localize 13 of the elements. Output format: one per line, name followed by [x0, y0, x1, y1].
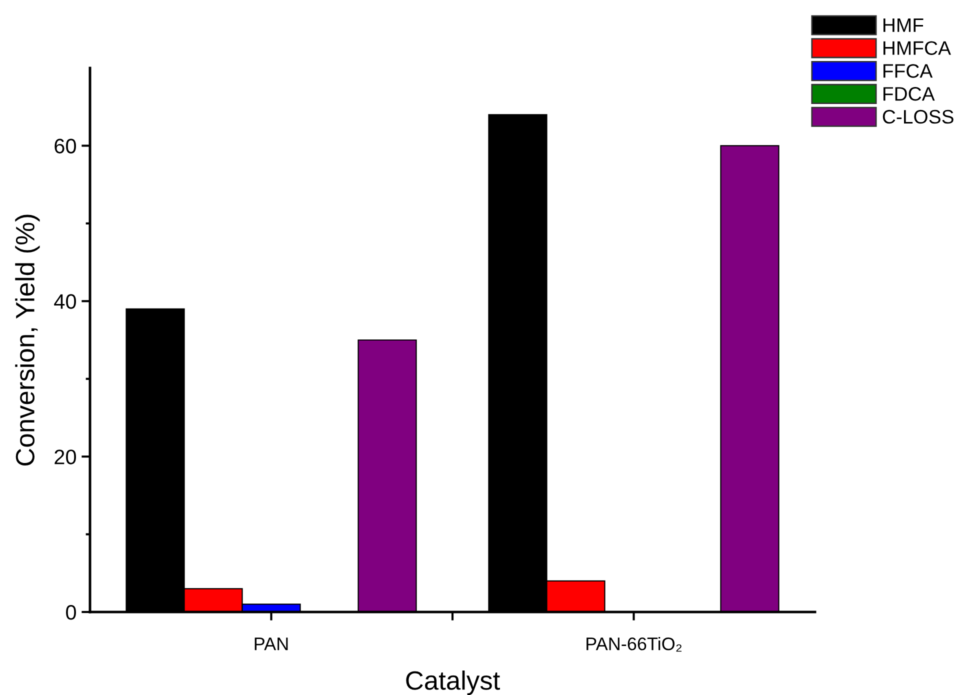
legend-label: C-LOSS: [882, 110, 954, 124]
legend-label: HMF: [884, 18, 924, 32]
legend-label: FFCA: [884, 64, 933, 78]
y-tick-label: 60: [54, 138, 76, 154]
y-tick-label: 20: [54, 450, 76, 464]
y-tick-label: 40: [54, 294, 76, 309]
x-axis-title: Catalyst: [406, 670, 500, 695]
legend-label: FDCA: [884, 86, 935, 101]
y-tick-label: 0: [66, 605, 76, 620]
y-axis-title: Conversion, Yield (%): [15, 214, 40, 466]
legend-label: HMFCA: [884, 41, 951, 55]
x-tick-label: PAN: [254, 638, 288, 650]
x-tick-label: PAN-66TiO₂: [586, 637, 682, 652]
